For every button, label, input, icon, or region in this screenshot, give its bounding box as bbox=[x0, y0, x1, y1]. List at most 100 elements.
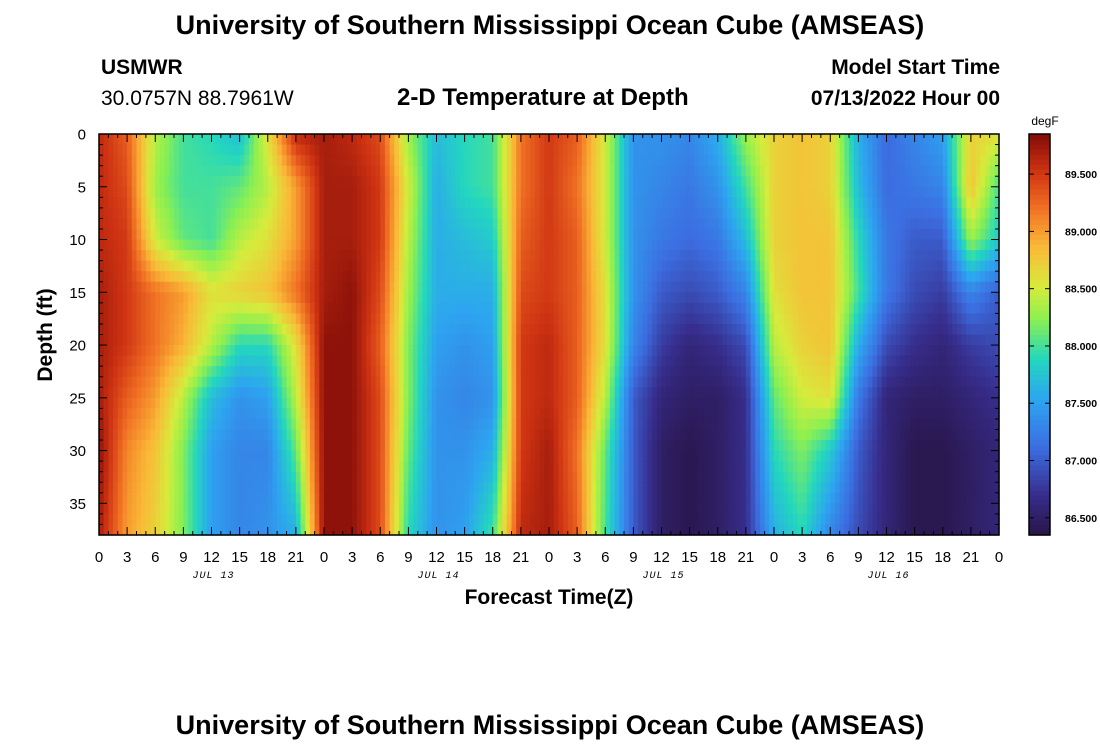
heatmap-cell bbox=[272, 186, 278, 198]
heatmap-cell bbox=[192, 450, 199, 462]
heatmap-cell bbox=[563, 450, 569, 462]
heatmap-cell bbox=[202, 218, 208, 230]
heatmap-cell bbox=[422, 134, 428, 146]
heatmap-cell bbox=[295, 524, 302, 536]
heatmap-cell bbox=[520, 429, 527, 441]
heatmap-cell bbox=[408, 408, 414, 420]
heatmap-cell bbox=[609, 250, 616, 262]
heatmap-cell bbox=[384, 355, 391, 367]
heatmap-cell bbox=[286, 366, 292, 378]
heatmap-cell bbox=[647, 418, 653, 431]
heatmap-cell bbox=[684, 260, 691, 272]
heatmap-cell bbox=[670, 408, 677, 420]
heatmap-cell bbox=[600, 250, 606, 262]
heatmap-cell bbox=[202, 482, 208, 494]
heatmap-cell bbox=[249, 366, 255, 378]
heatmap-cell bbox=[520, 250, 527, 262]
heatmap-cell bbox=[295, 440, 302, 452]
heatmap-cell bbox=[694, 397, 700, 409]
heatmap-cell bbox=[427, 440, 433, 452]
heatmap-cell bbox=[249, 218, 255, 230]
heatmap-cell bbox=[445, 176, 452, 188]
heatmap-cell bbox=[497, 461, 503, 473]
heatmap-cell bbox=[286, 134, 292, 146]
heatmap-cell bbox=[474, 323, 480, 336]
heatmap-cell bbox=[600, 513, 606, 526]
heatmap-cell bbox=[417, 260, 424, 272]
heatmap-cell bbox=[408, 397, 414, 409]
heatmap-cell bbox=[145, 429, 152, 441]
heatmap-cell bbox=[516, 334, 522, 346]
heatmap-cell bbox=[108, 228, 114, 241]
heatmap-cell bbox=[202, 313, 208, 325]
heatmap-cell bbox=[197, 440, 203, 452]
heatmap-cell bbox=[558, 292, 564, 304]
heatmap-cell bbox=[127, 197, 133, 209]
heatmap-cell bbox=[141, 197, 147, 209]
heatmap-cell bbox=[295, 397, 302, 409]
heatmap-cell bbox=[666, 218, 672, 230]
heatmap-cell bbox=[366, 387, 372, 399]
heatmap-cell bbox=[103, 155, 109, 167]
heatmap-cell bbox=[291, 176, 297, 188]
heatmap-cell bbox=[188, 387, 194, 399]
heatmap-cell bbox=[684, 228, 691, 241]
heatmap-cell bbox=[267, 408, 274, 420]
heatmap-cell bbox=[370, 450, 377, 462]
heatmap-cell bbox=[591, 397, 597, 409]
heatmap-cell bbox=[497, 355, 503, 367]
heatmap-cell bbox=[263, 440, 269, 452]
heatmap-cell bbox=[520, 165, 527, 177]
heatmap-cell bbox=[122, 207, 128, 220]
heatmap-cell bbox=[277, 313, 283, 325]
heatmap-cell bbox=[624, 418, 630, 431]
heatmap-cell bbox=[647, 186, 653, 198]
heatmap-cell bbox=[422, 461, 428, 473]
heatmap-cell bbox=[281, 250, 288, 262]
heatmap-cell bbox=[422, 429, 428, 441]
heatmap-cell bbox=[117, 155, 124, 167]
heatmap-cell bbox=[619, 334, 625, 346]
heatmap-cell bbox=[253, 134, 259, 146]
heatmap-cell bbox=[403, 450, 409, 462]
heatmap-cell bbox=[684, 165, 691, 177]
heatmap-cell bbox=[164, 366, 170, 378]
heatmap-cell bbox=[638, 176, 644, 188]
heatmap-cell bbox=[708, 228, 714, 241]
heatmap-cell bbox=[652, 513, 658, 526]
heatmap-cell bbox=[502, 503, 508, 515]
heatmap-cell bbox=[99, 492, 105, 504]
heatmap-cell bbox=[441, 524, 447, 536]
heatmap-cell bbox=[192, 429, 199, 441]
heatmap-cell bbox=[464, 155, 470, 167]
heatmap-cell bbox=[399, 471, 405, 483]
heatmap-cell bbox=[216, 524, 222, 536]
heatmap-cell bbox=[230, 408, 236, 420]
heatmap-cell bbox=[497, 260, 503, 272]
heatmap-cell bbox=[497, 513, 503, 526]
heatmap-cell bbox=[577, 323, 583, 336]
heatmap-cell bbox=[422, 482, 428, 494]
heatmap-cell bbox=[174, 397, 180, 409]
heatmap-cell bbox=[525, 271, 531, 283]
heatmap-cell bbox=[370, 313, 377, 325]
heatmap-cell bbox=[488, 207, 494, 220]
heatmap-cell bbox=[614, 144, 620, 156]
heatmap-cell bbox=[244, 429, 250, 441]
heatmap-cell bbox=[474, 513, 480, 526]
heatmap-cell bbox=[314, 239, 320, 251]
heatmap-cell bbox=[609, 461, 616, 473]
heatmap-cell bbox=[609, 429, 616, 441]
heatmap-cell bbox=[567, 260, 574, 272]
heatmap-cell bbox=[450, 323, 456, 336]
heatmap-cell bbox=[581, 281, 588, 293]
heatmap-cell bbox=[408, 313, 414, 325]
heatmap-cell bbox=[713, 207, 719, 220]
heatmap-cell bbox=[141, 450, 147, 462]
heatmap-cell bbox=[553, 355, 559, 367]
heatmap-cell bbox=[624, 313, 630, 325]
heatmap-cell bbox=[403, 271, 409, 283]
heatmap-cell bbox=[605, 334, 611, 346]
heatmap-cell bbox=[413, 408, 419, 420]
heatmap-cell bbox=[258, 418, 264, 431]
